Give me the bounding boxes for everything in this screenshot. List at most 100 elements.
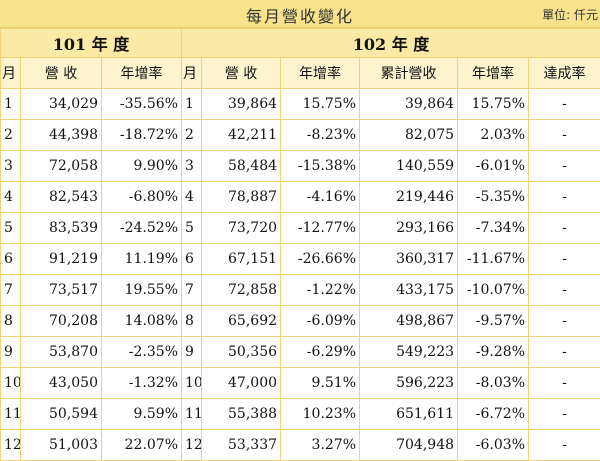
cell-revenue-102: 72,858 — [202, 275, 281, 306]
cell-cumulative-yoy: -6.72% — [458, 399, 529, 430]
cell-cumulative-revenue: 498,867 — [360, 306, 458, 337]
year-101-header: 101 年 度 — [1, 29, 182, 58]
cell-yoy-102: -4.16% — [281, 182, 360, 213]
cell-yoy-102: 10.23% — [281, 399, 360, 430]
cell-cumulative-yoy: -11.67% — [458, 244, 529, 275]
col-month-101: 月 — [1, 58, 21, 89]
col-yoy-102: 年增率 — [281, 58, 360, 89]
cell-cumulative-revenue: 219,446 — [360, 182, 458, 213]
col-cumulative-revenue: 累計營收 — [360, 58, 458, 89]
cell-month-101: 5 — [1, 213, 21, 244]
cell-month-101: 4 — [1, 182, 21, 213]
cell-yoy-101: -1.32% — [102, 368, 182, 399]
cell-revenue-101: 91,219 — [21, 244, 102, 275]
cell-cumulative-yoy: -6.03% — [458, 430, 529, 461]
cell-cumulative-yoy: -9.57% — [458, 306, 529, 337]
cell-month-101: 3 — [1, 151, 21, 182]
cell-cumulative-yoy: -5.35% — [458, 182, 529, 213]
col-achievement: 達成率 — [529, 58, 600, 89]
cell-cumulative-revenue: 360,317 — [360, 244, 458, 275]
cell-cumulative-yoy: -10.07% — [458, 275, 529, 306]
cell-revenue-101: 43,050 — [21, 368, 102, 399]
cell-month-102: 12 — [182, 430, 202, 461]
cell-revenue-102: 39,864 — [202, 89, 281, 120]
cell-cumulative-revenue: 82,075 — [360, 120, 458, 151]
cell-yoy-102: -8.23% — [281, 120, 360, 151]
cell-yoy-102: -26.66% — [281, 244, 360, 275]
cell-yoy-101: 22.07% — [102, 430, 182, 461]
cell-cumulative-revenue: 140,559 — [360, 151, 458, 182]
cell-month-101: 9 — [1, 337, 21, 368]
cell-achievement: - — [529, 368, 600, 399]
cell-revenue-101: 44,398 — [21, 120, 102, 151]
cell-month-102: 2 — [182, 120, 202, 151]
cell-revenue-102: 67,151 — [202, 244, 281, 275]
cell-revenue-102: 53,337 — [202, 430, 281, 461]
cell-month-102: 7 — [182, 275, 202, 306]
cell-cumulative-yoy: -8.03% — [458, 368, 529, 399]
cell-month-101: 8 — [1, 306, 21, 337]
cell-yoy-101: -6.80% — [102, 182, 182, 213]
cell-cumulative-revenue: 651,611 — [360, 399, 458, 430]
cell-cumulative-revenue: 39,864 — [360, 89, 458, 120]
cell-month-102: 1 — [182, 89, 202, 120]
cell-month-101: 10 — [1, 368, 21, 399]
cell-cumulative-revenue: 549,223 — [360, 337, 458, 368]
cell-yoy-101: -24.52% — [102, 213, 182, 244]
cell-cumulative-yoy: 2.03% — [458, 120, 529, 151]
cell-achievement: - — [529, 182, 600, 213]
cell-revenue-101: 82,543 — [21, 182, 102, 213]
unit-label: 單位: 仟元 — [542, 6, 598, 23]
cell-achievement: - — [529, 244, 600, 275]
revenue-sheet: 每月營收變化 單位: 仟元 101 年 度 102 年 度 月 營 收 年增率 … — [0, 0, 600, 447]
cell-cumulative-revenue: 704,948 — [360, 430, 458, 461]
cell-achievement: - — [529, 213, 600, 244]
cell-revenue-101: 53,870 — [21, 337, 102, 368]
cell-month-101: 7 — [1, 275, 21, 306]
cell-yoy-102: 15.75% — [281, 89, 360, 120]
cell-month-101: 1 — [1, 89, 21, 120]
cell-revenue-101: 83,539 — [21, 213, 102, 244]
cell-achievement: - — [529, 337, 600, 368]
cell-cumulative-yoy: 15.75% — [458, 89, 529, 120]
cell-month-102: 4 — [182, 182, 202, 213]
cell-yoy-101: -2.35% — [102, 337, 182, 368]
year-102-header: 102 年 度 — [182, 29, 600, 58]
cell-achievement: - — [529, 151, 600, 182]
cell-revenue-101: 72,058 — [21, 151, 102, 182]
cell-achievement: - — [529, 430, 600, 461]
cell-month-102: 5 — [182, 213, 202, 244]
cell-yoy-102: 3.27% — [281, 430, 360, 461]
cell-yoy-101: 11.19% — [102, 244, 182, 275]
cell-achievement: - — [529, 399, 600, 430]
cell-yoy-101: 19.55% — [102, 275, 182, 306]
cell-month-102: 3 — [182, 151, 202, 182]
cell-revenue-101: 70,208 — [21, 306, 102, 337]
year-header-row: 101 年 度 102 年 度 — [1, 29, 600, 58]
cell-achievement: - — [529, 120, 600, 151]
cell-revenue-101: 73,517 — [21, 275, 102, 306]
cell-yoy-102: -1.22% — [281, 275, 360, 306]
cell-yoy-102: 9.51% — [281, 368, 360, 399]
cell-yoy-102: -12.77% — [281, 213, 360, 244]
cell-month-102: 10 — [182, 368, 202, 399]
cell-cumulative-revenue: 596,223 — [360, 368, 458, 399]
cell-month-102: 8 — [182, 306, 202, 337]
cell-month-102: 11 — [182, 399, 202, 430]
cell-revenue-102: 65,692 — [202, 306, 281, 337]
cell-achievement: - — [529, 306, 600, 337]
col-month-102: 月 — [182, 58, 202, 89]
cell-month-101: 6 — [1, 244, 21, 275]
col-revenue-101: 營 收 — [21, 58, 102, 89]
col-cumulative-yoy: 年增率 — [458, 58, 529, 89]
